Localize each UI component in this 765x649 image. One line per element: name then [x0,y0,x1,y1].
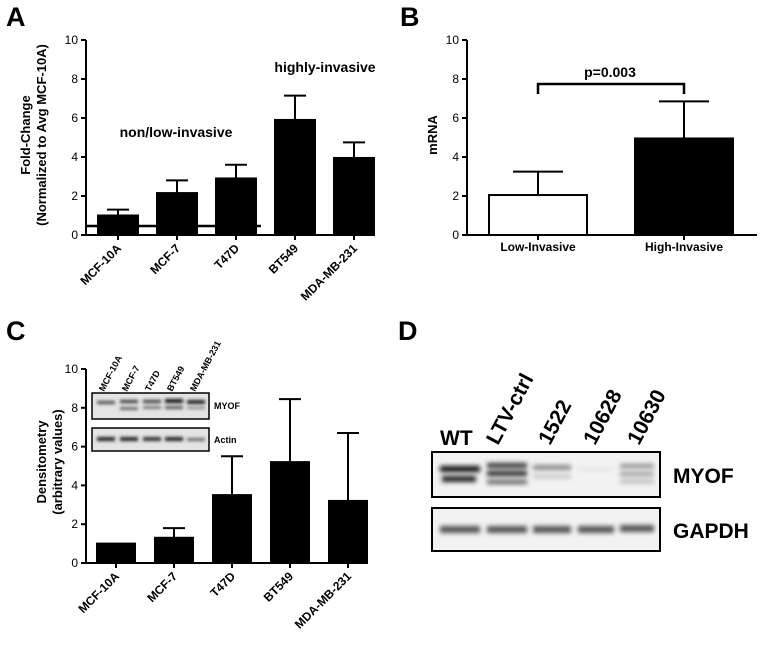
panel-c-y-tick-label: 2 [71,517,78,531]
panel-c-ylabel-line2: (arbitrary values) [50,409,65,515]
panel-b-pvalue: p=0.003 [584,64,636,80]
panel-c-y-tick-label: 8 [71,401,78,415]
panel-c-y-tick-label: 10 [65,362,79,376]
panel-c-bar [212,494,252,565]
inset-row-label-myof: MYOF [214,401,241,411]
blot-gapdh-bands [440,525,654,533]
panel-c-bar [96,542,136,564]
panel-a-bar [274,118,316,236]
panel-d-blot: WT LTV-ctrl 1522 10628 10630 MYOF [431,370,749,552]
panel-a-category-label: T47D [211,241,242,272]
panel-a-category-label: MDA-MB-231 [298,241,360,303]
panel-a-ylabel-line2: (Normalized to Avg MCF-10A) [34,44,49,226]
panel-a-y-tick-label: 8 [71,72,78,86]
panel-b-y-tick-label: 4 [452,150,459,164]
panel-b-bar [634,137,734,237]
panel-b-y-tick-label: 8 [452,72,459,86]
panel-c-bar [328,499,368,565]
blot-lane-label: LTV-ctrl [482,370,538,448]
panel-b-category-label: Low-Invasive [500,240,576,254]
panel-c-ylabel-line1: Densitometry [34,420,49,504]
panel-c-y-tick-label: 4 [71,478,78,492]
panel-b-y-tick-label: 10 [446,33,460,47]
panel-b-y-tick-label: 6 [452,111,459,125]
panel-a-category-label: BT549 [266,241,302,277]
panel-c-bar [270,461,310,564]
inset-lane-label: MDA-MB-231 [188,339,223,393]
panel-b-ylabel: mRNA [425,115,440,155]
panel-b-category-label: High-Invasive [645,240,723,254]
panel-c-bar [154,536,194,565]
panel-c-chart: Densitometry (arbitrary values) MCF-10A … [34,339,368,631]
panel-a-category-label: MCF-10A [77,241,124,288]
blot-row-label-myof: MYOF [673,465,734,488]
inset-row-label-actin: Actin [214,435,237,445]
panel-c-category-label: BT549 [261,569,297,605]
inset-actin-bands [97,437,205,441]
panel-label-b: B [400,2,420,32]
panel-a-ylabel-line1: Fold-Change [18,95,33,174]
panel-label-c: C [6,316,26,346]
panel-a-y-tick-label: 4 [71,150,78,164]
blot-lane-label: 10630 [623,386,671,448]
panel-c-category-label: MDA-MB-231 [292,569,354,631]
panel-a-bar [215,177,257,236]
panel-b-chart: mRNA p=0.003 0 2 4 6 8 10 Low-Invasive High-Inv… [425,33,757,254]
panel-a-y-tick-label: 6 [71,111,78,125]
inset-lane-label: T47D [143,368,162,393]
panel-a-bar [156,192,198,236]
panel-b-significance-bracket [536,82,686,94]
panel-b-y-tick-label: 2 [452,189,459,203]
panel-a-annotation-high: highly-invasive [274,59,375,75]
panel-c-category-label: MCF-7 [144,569,180,605]
panel-a-chart: Fold-Change (Normalized to Avg MCF-10A) … [18,33,376,303]
panel-b-y-tick-label: 0 [452,228,459,242]
blot-lane-label: WT [440,427,473,450]
panel-c-y-tick-label: 6 [71,440,78,454]
blot-lane-label: 1522 [534,396,576,448]
inset-myof-bands [97,399,205,410]
inset-lane-label: MCF-7 [120,364,142,393]
panel-b-bar [488,194,588,236]
panel-label-d: D [398,316,418,346]
blot-myof-bands [440,463,654,484]
panel-c-inset-blot: MCF-10A MCF-7 T47D BT549 MDA-MB-231 MYOF [91,339,241,452]
panel-a-y-tick-label: 2 [71,189,78,203]
panel-label-a: A [6,2,26,32]
panel-c-y-tick-label: 0 [71,556,78,570]
panel-c-category-label: T47D [207,569,238,600]
panel-c-category-label: MCF-10A [75,569,122,616]
panel-a-category-label: MCF-7 [147,241,183,277]
panel-a-bar [333,156,375,237]
blot-row-label-gapdh: GAPDH [673,520,749,543]
panel-a-annotation-low: non/low-invasive [120,124,233,140]
inset-blot-frame-myof [91,392,210,420]
inset-lane-label: BT549 [165,364,187,393]
panel-a-y-tick-label: 0 [71,228,78,242]
panel-a-bar [97,214,139,236]
panel-a-y-tick-label: 10 [65,33,79,47]
blot-lane-label: 10628 [579,386,627,449]
